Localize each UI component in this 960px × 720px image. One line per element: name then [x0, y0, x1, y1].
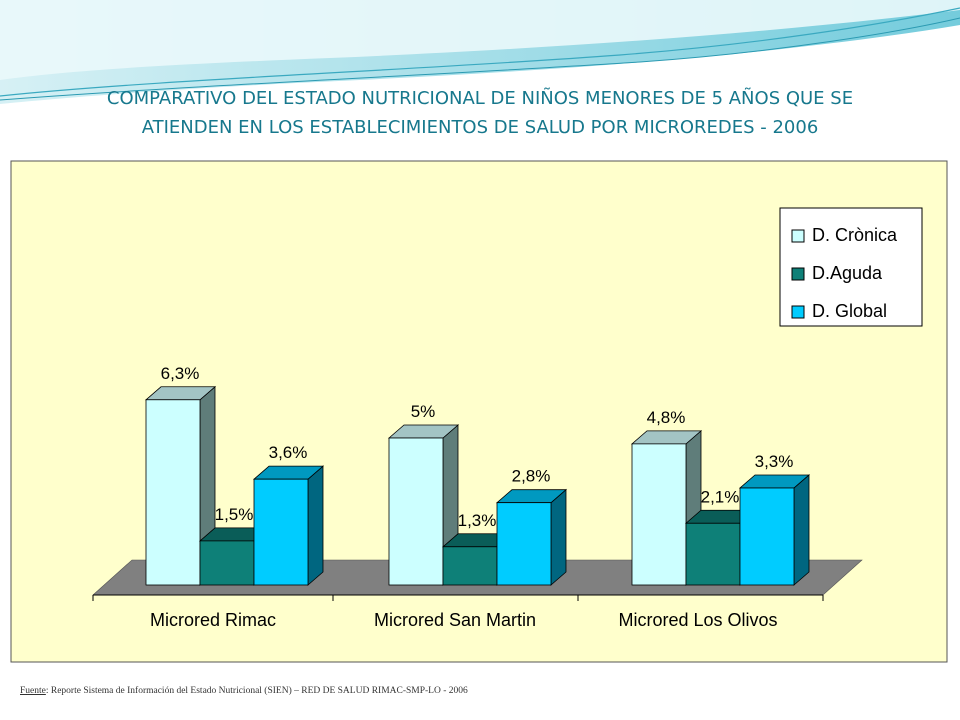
- category-label: Microred San Martin: [374, 610, 536, 630]
- bar-front: [388, 437, 444, 586]
- bar-front: [199, 540, 255, 586]
- bar-front: [253, 478, 309, 586]
- bar-side: [307, 465, 324, 586]
- category-label: Microred Rimac: [150, 610, 276, 630]
- legend-swatch: [791, 305, 805, 319]
- bar-side: [550, 488, 567, 586]
- bar-front: [739, 487, 795, 586]
- bar-front: [442, 546, 498, 586]
- bar-3-1: [252, 465, 325, 586]
- slide-title: COMPARATIVO DEL ESTADO NUTRICIONAL DE NI…: [40, 84, 920, 142]
- slide-title-line-2: ATIENDEN EN LOS ESTABLECIMIENTOS DE SALU…: [141, 117, 819, 138]
- bar-1-2: [387, 424, 460, 586]
- value-label: 4,8%: [647, 408, 686, 427]
- bar-3-2: [495, 488, 568, 586]
- bar-side: [793, 474, 810, 586]
- bar-front: [685, 522, 741, 586]
- slide-title-line-1: COMPARATIVO DEL ESTADO NUTRICIONAL DE NI…: [106, 88, 854, 109]
- value-label: 3,3%: [755, 452, 794, 471]
- bars-group: [144, 385, 811, 586]
- legend-swatch: [791, 229, 805, 243]
- value-labels-group: 6,3% 1,5% 3,6% 5% 1,3% 2,8% 4,8% 2,1% 3,3%: [161, 364, 794, 530]
- category-label: Microred Los Olivos: [618, 610, 777, 630]
- source-note: Fuente: Reporte Sistema de Información d…: [20, 686, 468, 696]
- value-label: 6,3%: [161, 364, 200, 383]
- legend: D. Crònica D.Aguda D. Global: [779, 207, 923, 327]
- value-label: 2,1%: [701, 487, 740, 506]
- value-label: 2,8%: [512, 467, 551, 486]
- source-label: Fuente: [20, 686, 46, 696]
- value-label: 3,6%: [269, 443, 308, 462]
- legend-label: D.Aguda: [812, 263, 883, 283]
- bar-3-3: [738, 474, 811, 586]
- value-label: 5%: [411, 402, 436, 421]
- legend-label: D. Global: [812, 301, 887, 321]
- legend-swatch: [791, 267, 805, 281]
- legend-label: D. Crònica: [812, 225, 898, 245]
- header-swoosh-decoration: [0, 0, 960, 104]
- bar-front: [496, 502, 552, 586]
- source-text: : Reporte Sistema de Información del Est…: [45, 686, 468, 696]
- value-label: 1,5%: [215, 505, 254, 524]
- bar-front: [145, 399, 201, 586]
- value-label: 1,3%: [458, 511, 497, 530]
- category-labels-group: Microred Rimac Microred San Martin Microre…: [92, 595, 824, 630]
- bar-chart: 6,3% 1,5% 3,6% 5% 1,3% 2,8% 4,8% 2,1% 3,3% Micro…: [10, 160, 948, 663]
- bar-1-1: [144, 385, 217, 586]
- bar-front: [631, 443, 687, 586]
